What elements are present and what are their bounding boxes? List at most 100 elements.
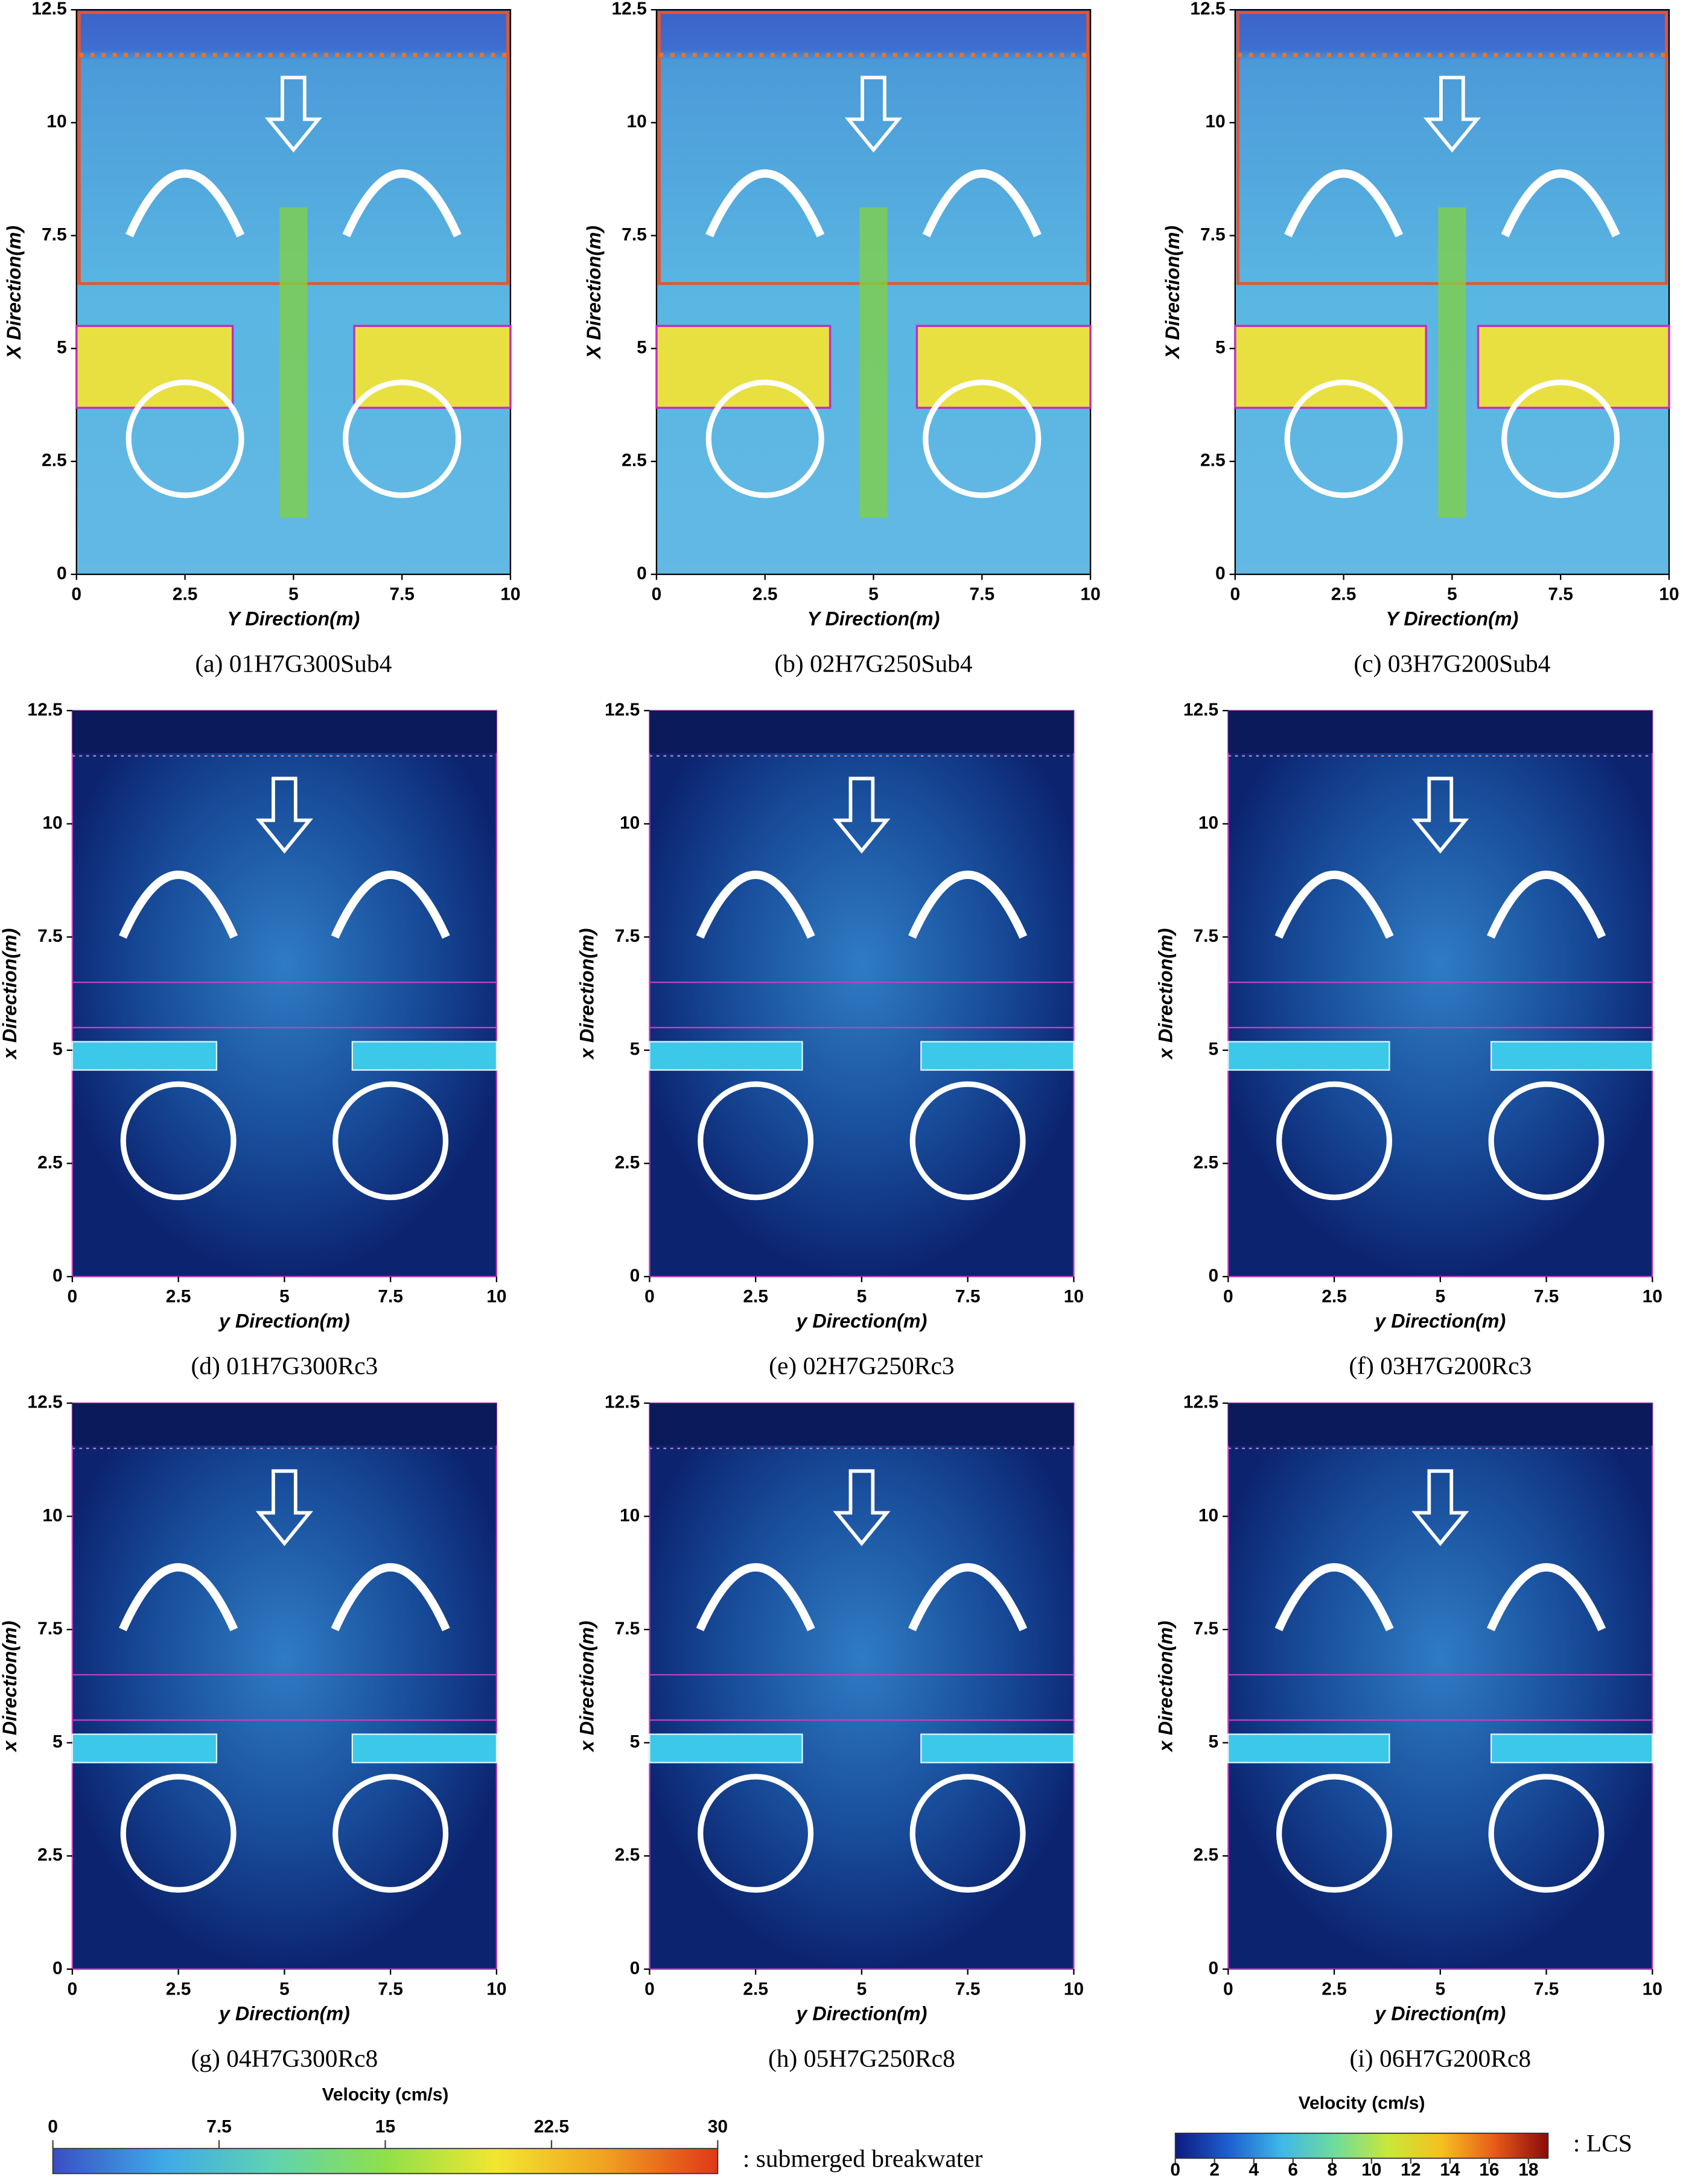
flow-arrow xyxy=(833,776,891,854)
flow-arrow xyxy=(698,1081,814,1201)
submerged-breakwater xyxy=(1234,325,1427,409)
colorbar-tick-label: 4 xyxy=(1249,2160,1259,2180)
y-tick-label: 5 xyxy=(1208,1732,1218,1752)
colorbar-tick-label: 12 xyxy=(1401,2160,1421,2180)
flow-arrow xyxy=(698,1774,814,1893)
flow-arrow xyxy=(1501,169,1620,238)
flow-arrow xyxy=(705,379,824,498)
flow-arrow xyxy=(331,871,450,939)
x-tick-label: 7.5 xyxy=(1534,1979,1559,1999)
y-tick-label: 0 xyxy=(630,1958,640,1978)
y-tick-label: 5 xyxy=(630,1732,640,1752)
y-tick-label: 5 xyxy=(52,1732,63,1752)
lcs xyxy=(1490,1733,1653,1763)
colorbar-tick-label: 0 xyxy=(48,2117,58,2137)
y-tick-label: 7.5 xyxy=(622,224,647,244)
flow-arrow xyxy=(1487,871,1606,939)
y-tick-label: 2.5 xyxy=(1200,451,1226,471)
top-band xyxy=(72,1403,497,1446)
top-band xyxy=(72,710,497,754)
submerged-breakwater xyxy=(353,325,512,409)
top-band xyxy=(649,1403,1074,1446)
y-tick-label: 7.5 xyxy=(42,224,67,244)
flow-arrow xyxy=(1488,1774,1605,1893)
x-axis-label: Y Direction(m) xyxy=(227,608,360,630)
y-tick-label: 2.5 xyxy=(1194,1152,1219,1172)
y-tick-label: 5 xyxy=(1208,1040,1218,1059)
top-band xyxy=(649,710,1074,754)
x-tick-label: 2.5 xyxy=(166,1979,191,1999)
y-tick-label: 0 xyxy=(57,563,67,583)
y-axis-label: X Direction(m) xyxy=(1162,226,1183,360)
x-tick-label: 0 xyxy=(68,1286,78,1306)
caption: (e) 02H7G250Rc3 xyxy=(769,1352,955,1380)
y-tick-label: 12.5 xyxy=(605,700,640,720)
flow-arrow xyxy=(120,1774,237,1893)
y-tick-label: 2.5 xyxy=(615,1845,640,1865)
flow-arrow xyxy=(342,169,462,238)
colorbar-tick-label: 16 xyxy=(1479,2160,1499,2180)
x-tick-label: 2.5 xyxy=(173,584,198,604)
colorbar-tick-label: 10 xyxy=(1361,2160,1381,2180)
y-tick-label: 10 xyxy=(42,813,62,833)
flow-arrow xyxy=(1274,1563,1394,1631)
caption: (c) 03H7G200Sub4 xyxy=(1354,650,1550,678)
y-tick-label: 5 xyxy=(630,1040,640,1059)
colorbar-tick-label: 30 xyxy=(708,2117,728,2137)
y-tick-label: 5 xyxy=(57,338,67,358)
y-tick-label: 12.5 xyxy=(1190,0,1225,19)
gap-flow xyxy=(859,207,888,518)
y-tick-label: 0 xyxy=(1215,563,1226,583)
colorbar-tick-label: 0 xyxy=(1170,2160,1180,2180)
x-tick-label: 5 xyxy=(288,584,299,604)
lcs xyxy=(71,1733,218,1763)
colorbar xyxy=(1174,2132,1549,2159)
flow-arrow xyxy=(1284,379,1403,498)
flow-arrow xyxy=(120,1081,237,1201)
caption: (g) 04H7G300Rc8 xyxy=(191,2044,378,2072)
y-tick-label: 0 xyxy=(1208,1958,1218,1978)
x-tick-label: 7.5 xyxy=(389,584,415,604)
y-tick-label: 12.5 xyxy=(611,0,646,19)
velocity-field xyxy=(649,1402,1075,1970)
x-axis-label: y Direction(m) xyxy=(1373,1310,1506,1332)
x-tick-label: 10 xyxy=(1064,1286,1084,1306)
x-tick-label: 5 xyxy=(1447,584,1457,604)
y-axis-label: x Direction(m) xyxy=(0,929,21,1061)
x-tick-label: 10 xyxy=(1643,1979,1662,1999)
y-tick-label: 7.5 xyxy=(1194,1619,1219,1639)
lcs xyxy=(1227,1733,1390,1763)
x-tick-label: 10 xyxy=(1064,1979,1084,1999)
flow-arrow xyxy=(331,1563,450,1631)
velocity-field xyxy=(71,1402,498,1970)
lcs xyxy=(1490,1041,1653,1071)
x-tick-label: 2.5 xyxy=(743,1979,768,1999)
y-tick-label: 2.5 xyxy=(42,451,67,471)
y-tick-label: 5 xyxy=(1215,338,1226,358)
flow-arrow xyxy=(1501,379,1620,498)
y-tick-label: 0 xyxy=(52,1266,63,1286)
y-tick-label: 2.5 xyxy=(1194,1845,1219,1865)
x-axis-label: y Direction(m) xyxy=(1373,2002,1506,2024)
gap-flow xyxy=(279,207,308,518)
colorbar-tick-label: 22.5 xyxy=(534,2117,569,2137)
flow-arrow xyxy=(1276,1774,1393,1893)
flow-arrow xyxy=(1411,776,1469,854)
x-tick-label: 0 xyxy=(652,584,662,604)
caption: (f) 03H7G200Rc3 xyxy=(1349,1352,1532,1380)
x-axis-label: y Direction(m) xyxy=(218,1310,350,1332)
lcs xyxy=(351,1733,498,1763)
x-axis-label: y Direction(m) xyxy=(218,2002,350,2024)
flow-arrow xyxy=(844,75,903,153)
y-tick-label: 0 xyxy=(637,563,647,583)
y-tick-label: 10 xyxy=(620,813,640,833)
colorbar-tick-label: 8 xyxy=(1327,2160,1337,2180)
x-tick-label: 2.5 xyxy=(743,1286,768,1306)
y-tick-label: 12.5 xyxy=(27,700,62,720)
flow-arrow xyxy=(922,169,1042,238)
x-tick-label: 5 xyxy=(857,1286,867,1306)
x-tick-label: 0 xyxy=(1230,584,1240,604)
y-axis-label: x Direction(m) xyxy=(576,1621,598,1753)
x-tick-label: 0 xyxy=(1223,1286,1233,1306)
flow-arrow xyxy=(343,379,462,498)
